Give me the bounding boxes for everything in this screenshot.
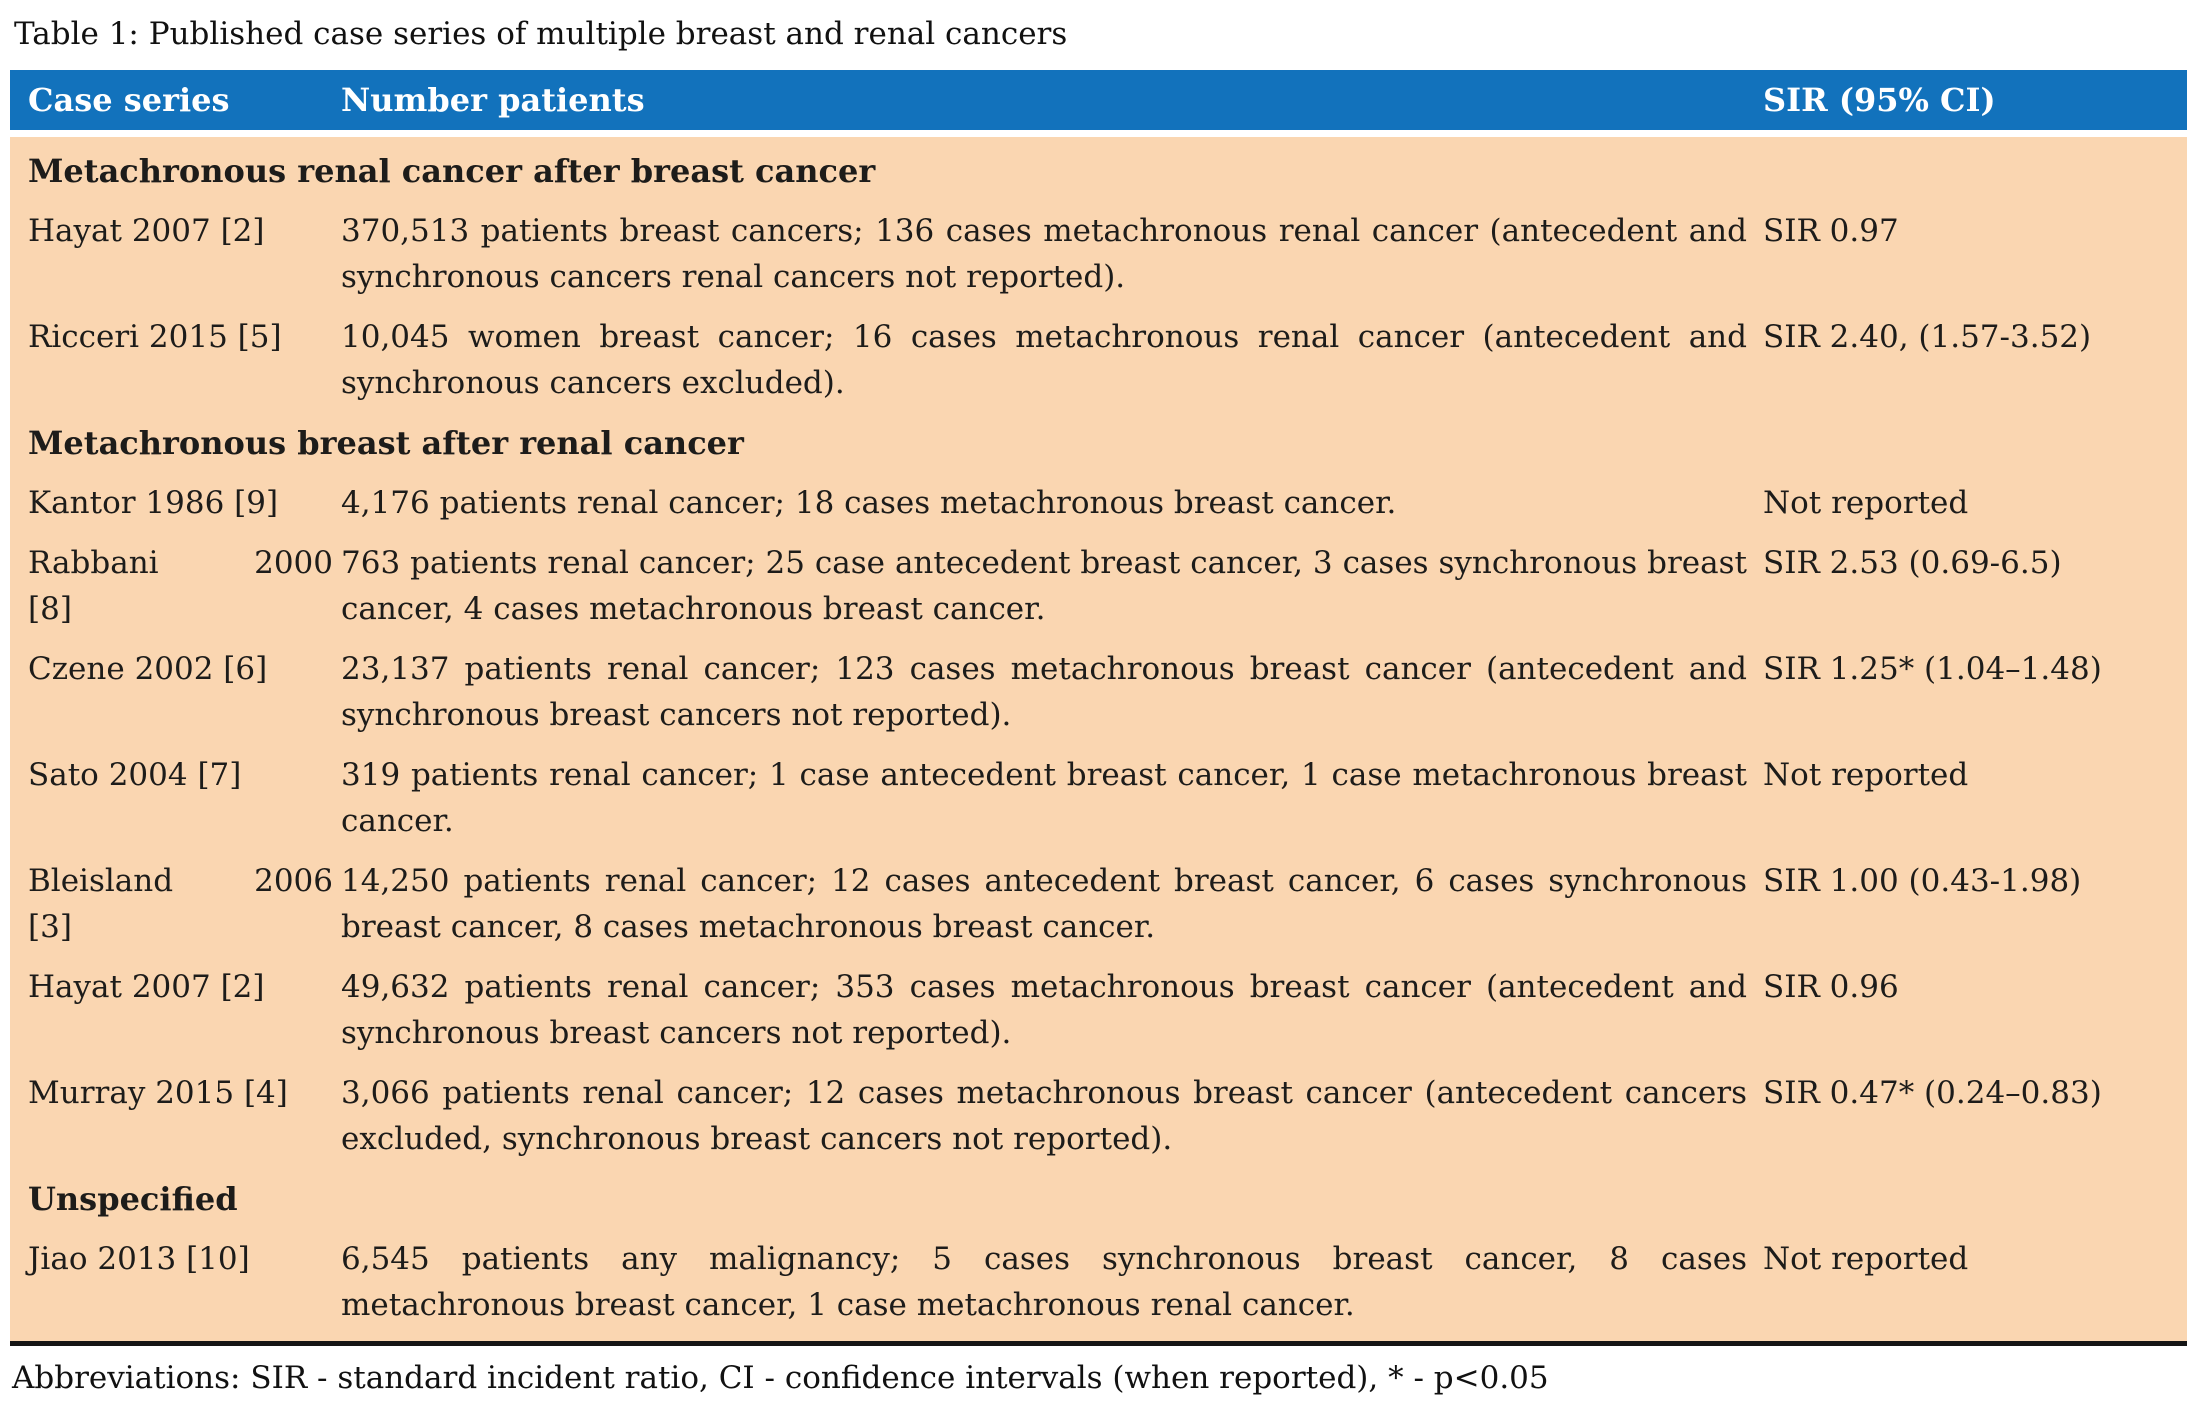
case-series-cell: Ricceri 2015 [5] <box>28 319 282 355</box>
number-patients-cell: 10,045 women breast cancer; 16 cases met… <box>341 319 1747 401</box>
column-header-number-patients: Number patients <box>341 81 645 119</box>
table-row: Hayat 2007 [2] 49,632 patients renal can… <box>10 957 2187 1063</box>
number-patients-cell: 23,137 patients renal cancer; 123 cases … <box>341 651 1747 733</box>
number-patients-cell: 4,176 patients renal cancer; 18 cases me… <box>341 485 1397 521</box>
table-row: Kantor 1986 [9] 4,176 patients renal can… <box>10 473 2187 533</box>
table-body: Metachronous renal cancer after breast c… <box>10 137 2187 1346</box>
case-series-cell: Murray 2015 [4] <box>28 1075 288 1111</box>
section-heading: Unspecified <box>28 1180 238 1218</box>
sir-cell: SIR 0.96 <box>1763 969 1899 1005</box>
number-patients-cell: 6,545 patients any malignancy; 5 cases s… <box>341 1241 1747 1323</box>
table-row: Jiao 2013 [10] 6,545 patients any malign… <box>10 1229 2187 1335</box>
case-series-cell: Hayat 2007 [2] <box>28 213 265 249</box>
sir-cell: Not reported <box>1763 1241 1969 1277</box>
sir-cell: Not reported <box>1763 757 1969 793</box>
column-header-sir: SIR (95% CI) <box>1763 81 1996 119</box>
column-header-case-series: Case series <box>28 81 230 119</box>
case-series-cell: Rabbani 2000 [8] <box>28 545 333 627</box>
abbreviations-note: Abbreviations: SIR - standard incident r… <box>12 1360 1549 1396</box>
table-caption: Table 1: Published case series of multip… <box>14 16 1068 52</box>
section-heading: Metachronous renal cancer after breast c… <box>28 152 876 190</box>
sir-cell: SIR 1.00 (0.43-1.98) <box>1763 863 2082 899</box>
table-row: Rabbani 2000 [8] 763 patients renal canc… <box>10 533 2187 639</box>
number-patients-cell: 3,066 patients renal cancer; 12 cases me… <box>341 1075 1747 1157</box>
number-patients-cell: 319 patients renal cancer; 1 case antece… <box>341 757 1747 839</box>
case-series-cell: Jiao 2013 [10] <box>28 1241 250 1277</box>
table-row: Ricceri 2015 [5] 10,045 women breast can… <box>10 307 2187 413</box>
table-row: Czene 2002 [6] 23,137 patients renal can… <box>10 639 2187 745</box>
case-series-cell: Czene 2002 [6] <box>28 651 268 687</box>
table-row: Hayat 2007 [2] 370,513 patients breast c… <box>10 201 2187 307</box>
sir-cell: SIR 1.25* (1.04–1.48) <box>1763 651 2102 687</box>
number-patients-cell: 763 patients renal cancer; 25 case antec… <box>341 545 1747 627</box>
table-header-row: Case series Number patients SIR (95% CI) <box>10 70 2187 130</box>
case-series-cell: Bleisland 2006 [3] <box>28 863 333 945</box>
case-series-cell: Hayat 2007 [2] <box>28 969 265 1005</box>
number-patients-cell: 370,513 patients breast cancers; 136 cas… <box>341 213 1747 295</box>
sir-cell: SIR 0.47* (0.24–0.83) <box>1763 1075 2102 1111</box>
data-table: Case series Number patients SIR (95% CI)… <box>10 70 2187 1346</box>
number-patients-cell: 14,250 patients renal cancer; 12 cases a… <box>341 863 1747 945</box>
sir-cell: SIR 2.53 (0.69-6.5) <box>1763 545 2062 581</box>
table-row: Sato 2004 [7] 319 patients renal cancer;… <box>10 745 2187 851</box>
sir-cell: SIR 0.97 <box>1763 213 1899 249</box>
sir-cell: SIR 2.40, (1.57-3.52) <box>1763 319 2092 355</box>
case-series-cell: Kantor 1986 [9] <box>28 485 279 521</box>
table-row: Bleisland 2006 [3] 14,250 patients renal… <box>10 851 2187 957</box>
section-heading: Metachronous breast after renal cancer <box>28 424 744 462</box>
number-patients-cell: 49,632 patients renal cancer; 353 cases … <box>341 969 1747 1051</box>
table-row: Murray 2015 [4] 3,066 patients renal can… <box>10 1063 2187 1169</box>
case-series-cell: Sato 2004 [7] <box>28 757 242 793</box>
sir-cell: Not reported <box>1763 485 1969 521</box>
